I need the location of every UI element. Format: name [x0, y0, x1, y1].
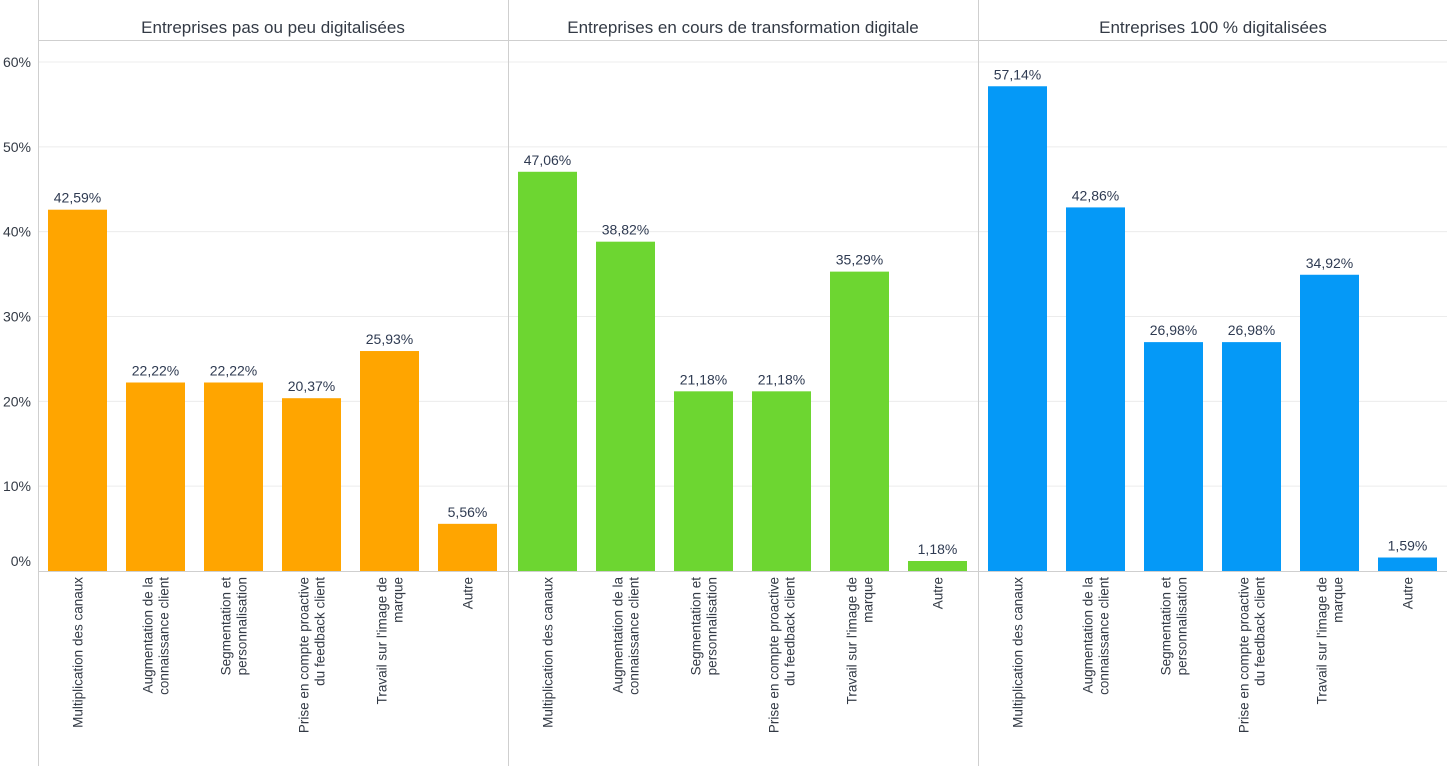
y-tick-label: 20% — [3, 393, 31, 409]
category-label: Prise en compte proactive — [767, 577, 782, 733]
grid-layer — [38, 61, 1447, 487]
bar-value-label: 22,22% — [132, 363, 179, 379]
bar — [48, 209, 107, 572]
bar — [1066, 207, 1125, 571]
bar — [1222, 342, 1281, 571]
category-label: Autre — [461, 577, 476, 609]
bar — [752, 391, 811, 571]
bar — [1378, 557, 1437, 571]
bar — [204, 382, 263, 571]
category-label: Augmentation de la — [141, 577, 156, 694]
bar — [282, 398, 341, 571]
bar — [596, 241, 655, 571]
bar-value-label: 35,29% — [836, 252, 883, 268]
category-label: Travail sur l'image de — [1315, 577, 1330, 704]
bar-value-label: 42,86% — [1072, 187, 1119, 203]
category-label: du feedback client — [313, 577, 328, 686]
category-label: Autre — [931, 577, 946, 609]
bar-value-label: 25,93% — [366, 331, 413, 347]
bar — [1300, 274, 1359, 571]
panel-title: Entreprises 100 % digitalisées — [1099, 18, 1327, 37]
category-label: Segmentation et — [1159, 577, 1174, 676]
category-label: Travail sur l'image de — [845, 577, 860, 704]
category-label: Autre — [1401, 577, 1416, 609]
category-label: Segmentation et — [689, 577, 704, 676]
category-label: connaissance client — [1097, 577, 1112, 695]
y-tick-label: 50% — [3, 139, 31, 155]
category-label: marque — [1331, 577, 1346, 623]
bar — [988, 86, 1047, 572]
bar — [830, 271, 889, 571]
category-label: marque — [391, 577, 406, 623]
bar-value-label: 26,98% — [1228, 322, 1275, 338]
bar-value-label: 47,06% — [524, 152, 571, 168]
category-label: Multiplication des canaux — [541, 577, 556, 728]
bar-value-label: 22,22% — [210, 363, 257, 379]
category-label: marque — [861, 577, 876, 623]
bar-value-label: 42,59% — [54, 190, 101, 206]
frame-layer — [38, 0, 1447, 766]
y-tick-label: 40% — [3, 224, 31, 240]
bar — [360, 351, 419, 571]
y-tick-label: 10% — [3, 478, 31, 494]
bar — [518, 171, 577, 571]
bar-value-label: 1,59% — [1388, 538, 1428, 554]
category-label: du feedback client — [783, 577, 798, 686]
category-label: Multiplication des canaux — [71, 577, 86, 728]
bars-layer — [48, 86, 1437, 572]
category-label: Travail sur l'image de — [375, 577, 390, 704]
panel-title: Entreprises en cours de transformation d… — [567, 18, 919, 37]
category-label: personnalisation — [1175, 577, 1190, 675]
category-label: Multiplication des canaux — [1011, 577, 1026, 728]
category-label: connaissance client — [627, 577, 642, 695]
category-label: personnalisation — [705, 577, 720, 675]
text-layer: 0% 10% 20% 30% 40% 50% 60% Entreprises pas ou p… — [3, 18, 1427, 733]
bar — [1144, 342, 1203, 571]
category-label: Augmentation de la — [1081, 577, 1096, 694]
category-label: du feedback client — [1253, 577, 1268, 686]
bar — [674, 391, 733, 571]
bar — [126, 382, 185, 571]
bar-value-label: 57,14% — [994, 66, 1041, 82]
bar — [438, 523, 497, 571]
bar-value-label: 34,92% — [1306, 255, 1353, 271]
bar-value-label: 21,18% — [680, 371, 727, 387]
category-label: personnalisation — [235, 577, 250, 675]
category-label: Prise en compte proactive — [297, 577, 312, 733]
category-label: Prise en compte proactive — [1237, 577, 1252, 733]
bar — [908, 560, 967, 571]
category-label: connaissance client — [157, 577, 172, 695]
panel-title: Entreprises pas ou peu digitalisées — [141, 18, 405, 37]
y-tick-label: 30% — [3, 309, 31, 325]
bar-value-label: 1,18% — [918, 541, 958, 557]
bar-value-label: 5,56% — [448, 504, 488, 520]
bar-value-label: 20,37% — [288, 378, 335, 394]
y-tick-label: 60% — [3, 54, 31, 70]
bar-value-label: 26,98% — [1150, 322, 1197, 338]
category-label: Segmentation et — [219, 577, 234, 676]
y-tick-label: 0% — [11, 553, 31, 569]
bar-value-label: 38,82% — [602, 222, 649, 238]
bar-value-label: 21,18% — [758, 371, 805, 387]
category-label: Augmentation de la — [611, 577, 626, 694]
